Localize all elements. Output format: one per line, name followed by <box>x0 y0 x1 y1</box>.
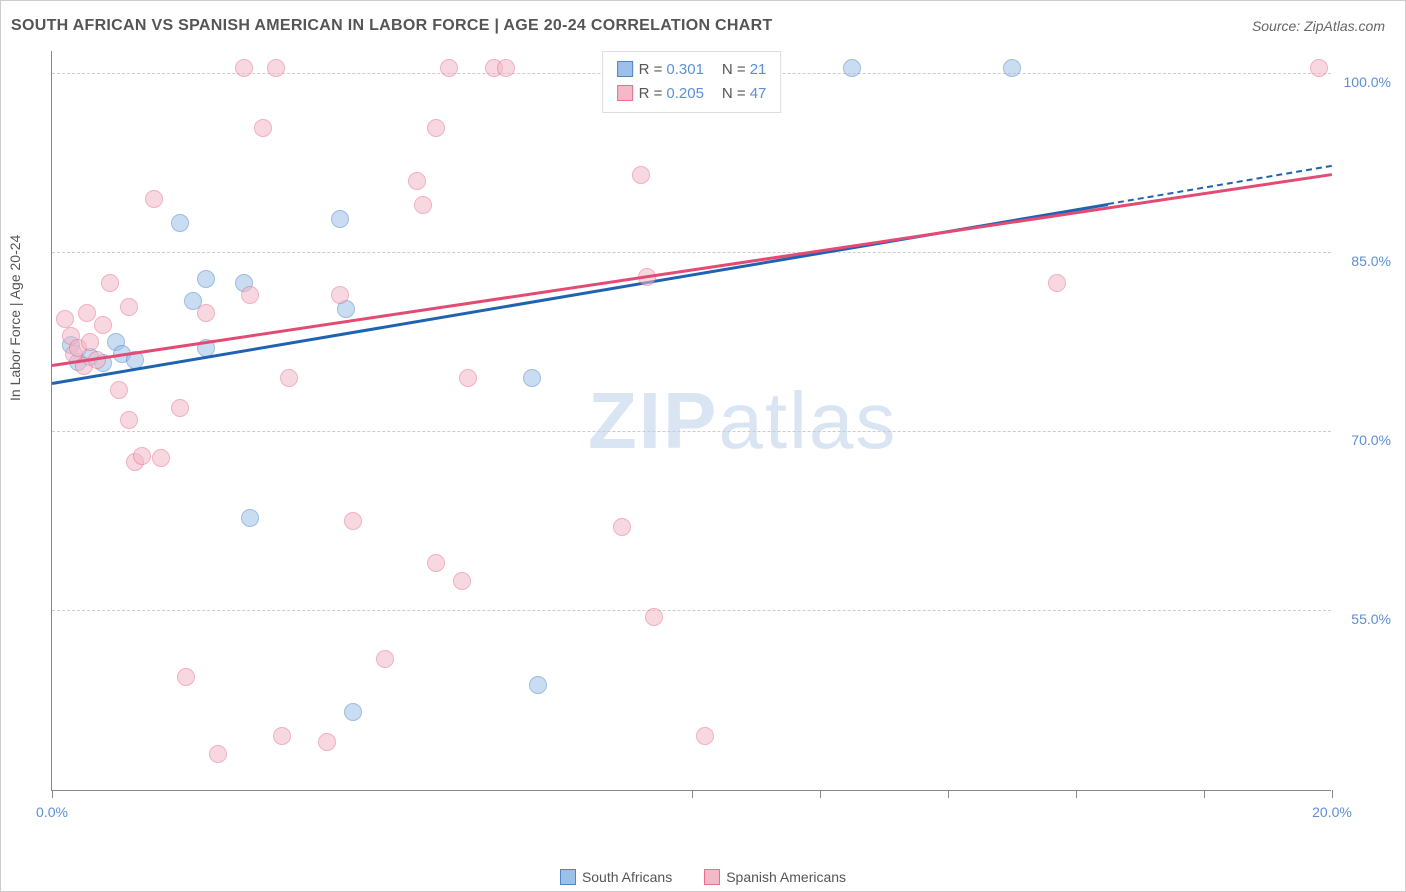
data-point <box>1048 274 1066 292</box>
plot-canvas: ZIPatlas R =0.301N =21R =0.205N =47 55.0… <box>51 51 1331 791</box>
legend-series: South Africans Spanish Americans <box>1 869 1405 885</box>
data-point <box>414 196 432 214</box>
data-point <box>523 369 541 387</box>
trend-line-extrapolated <box>1108 165 1332 205</box>
data-point <box>645 608 663 626</box>
watermark-rest: atlas <box>718 376 897 465</box>
legend-r-label: R = <box>639 61 663 78</box>
data-point <box>440 59 458 77</box>
data-point <box>280 369 298 387</box>
legend-r-value: 0.205 <box>666 85 704 102</box>
data-point <box>273 727 291 745</box>
x-tick <box>948 790 949 798</box>
legend-series-item: Spanish Americans <box>704 869 846 885</box>
data-point <box>152 449 170 467</box>
data-point <box>613 518 631 536</box>
y-tick-label: 55.0% <box>1351 611 1391 627</box>
data-point <box>177 668 195 686</box>
data-point <box>427 554 445 572</box>
data-point <box>267 59 285 77</box>
gridline <box>52 431 1331 432</box>
data-point <box>56 310 74 328</box>
data-point <box>235 59 253 77</box>
data-point <box>120 298 138 316</box>
chart-source: Source: ZipAtlas.com <box>1252 18 1385 34</box>
data-point <box>133 447 151 465</box>
data-point <box>459 369 477 387</box>
y-tick-label: 85.0% <box>1351 253 1391 269</box>
gridline <box>52 610 1331 611</box>
data-point <box>254 119 272 137</box>
data-point <box>408 172 426 190</box>
watermark-bold: ZIP <box>588 376 718 465</box>
chart-header: SOUTH AFRICAN VS SPANISH AMERICAN IN LAB… <box>1 1 1405 41</box>
legend-n-label: N = <box>722 61 746 78</box>
legend-r-label: R = <box>639 85 663 102</box>
legend-swatch <box>704 869 720 885</box>
data-point <box>171 214 189 232</box>
data-point <box>376 650 394 668</box>
data-point <box>331 210 349 228</box>
legend-series-item: South Africans <box>560 869 672 885</box>
data-point <box>94 316 112 334</box>
legend-n-value: 47 <box>750 85 767 102</box>
data-point <box>344 703 362 721</box>
data-point <box>209 745 227 763</box>
data-point <box>344 512 362 530</box>
data-point <box>453 572 471 590</box>
data-point <box>110 381 128 399</box>
data-point <box>843 59 861 77</box>
data-point <box>529 676 547 694</box>
data-point <box>145 190 163 208</box>
legend-stat-row: R =0.301 N =21 <box>617 58 767 82</box>
legend-stat-row: R =0.205 N =47 <box>617 82 767 106</box>
data-point <box>241 286 259 304</box>
x-tick-label: 20.0% <box>1312 804 1352 820</box>
data-point <box>1310 59 1328 77</box>
legend-series-label: South Africans <box>582 869 672 885</box>
plot-area: ZIPatlas R =0.301N =21R =0.205N =47 55.0… <box>51 51 1331 791</box>
legend-stats: R =0.301 N =21 R =0.205 N =47 <box>602 51 782 113</box>
legend-series-label: Spanish Americans <box>726 869 846 885</box>
chart-container: SOUTH AFRICAN VS SPANISH AMERICAN IN LAB… <box>0 0 1406 892</box>
x-tick <box>1076 790 1077 798</box>
data-point <box>632 166 650 184</box>
legend-swatch <box>560 869 576 885</box>
legend-swatch <box>617 85 633 101</box>
x-tick <box>692 790 693 798</box>
x-tick-label: 0.0% <box>36 804 68 820</box>
watermark: ZIPatlas <box>588 375 897 467</box>
legend-n-value: 21 <box>750 61 767 78</box>
y-tick-label: 100.0% <box>1344 74 1391 90</box>
chart-title: SOUTH AFRICAN VS SPANISH AMERICAN IN LAB… <box>11 17 773 35</box>
data-point <box>101 274 119 292</box>
data-point <box>318 733 336 751</box>
x-tick <box>1204 790 1205 798</box>
x-tick <box>820 790 821 798</box>
x-tick <box>52 790 53 798</box>
data-point <box>696 727 714 745</box>
data-point <box>197 270 215 288</box>
legend-n-label: N = <box>722 85 746 102</box>
data-point <box>171 399 189 417</box>
data-point <box>1003 59 1021 77</box>
trend-line <box>52 173 1332 366</box>
data-point <box>197 304 215 322</box>
y-axis-label: In Labor Force | Age 20-24 <box>7 235 23 401</box>
data-point <box>120 411 138 429</box>
data-point <box>427 119 445 137</box>
data-point <box>81 333 99 351</box>
data-point <box>241 509 259 527</box>
legend-swatch <box>617 61 633 77</box>
x-tick <box>1332 790 1333 798</box>
data-point <box>78 304 96 322</box>
data-point <box>331 286 349 304</box>
y-tick-label: 70.0% <box>1351 432 1391 448</box>
data-point <box>497 59 515 77</box>
legend-r-value: 0.301 <box>666 61 704 78</box>
gridline <box>52 252 1331 253</box>
